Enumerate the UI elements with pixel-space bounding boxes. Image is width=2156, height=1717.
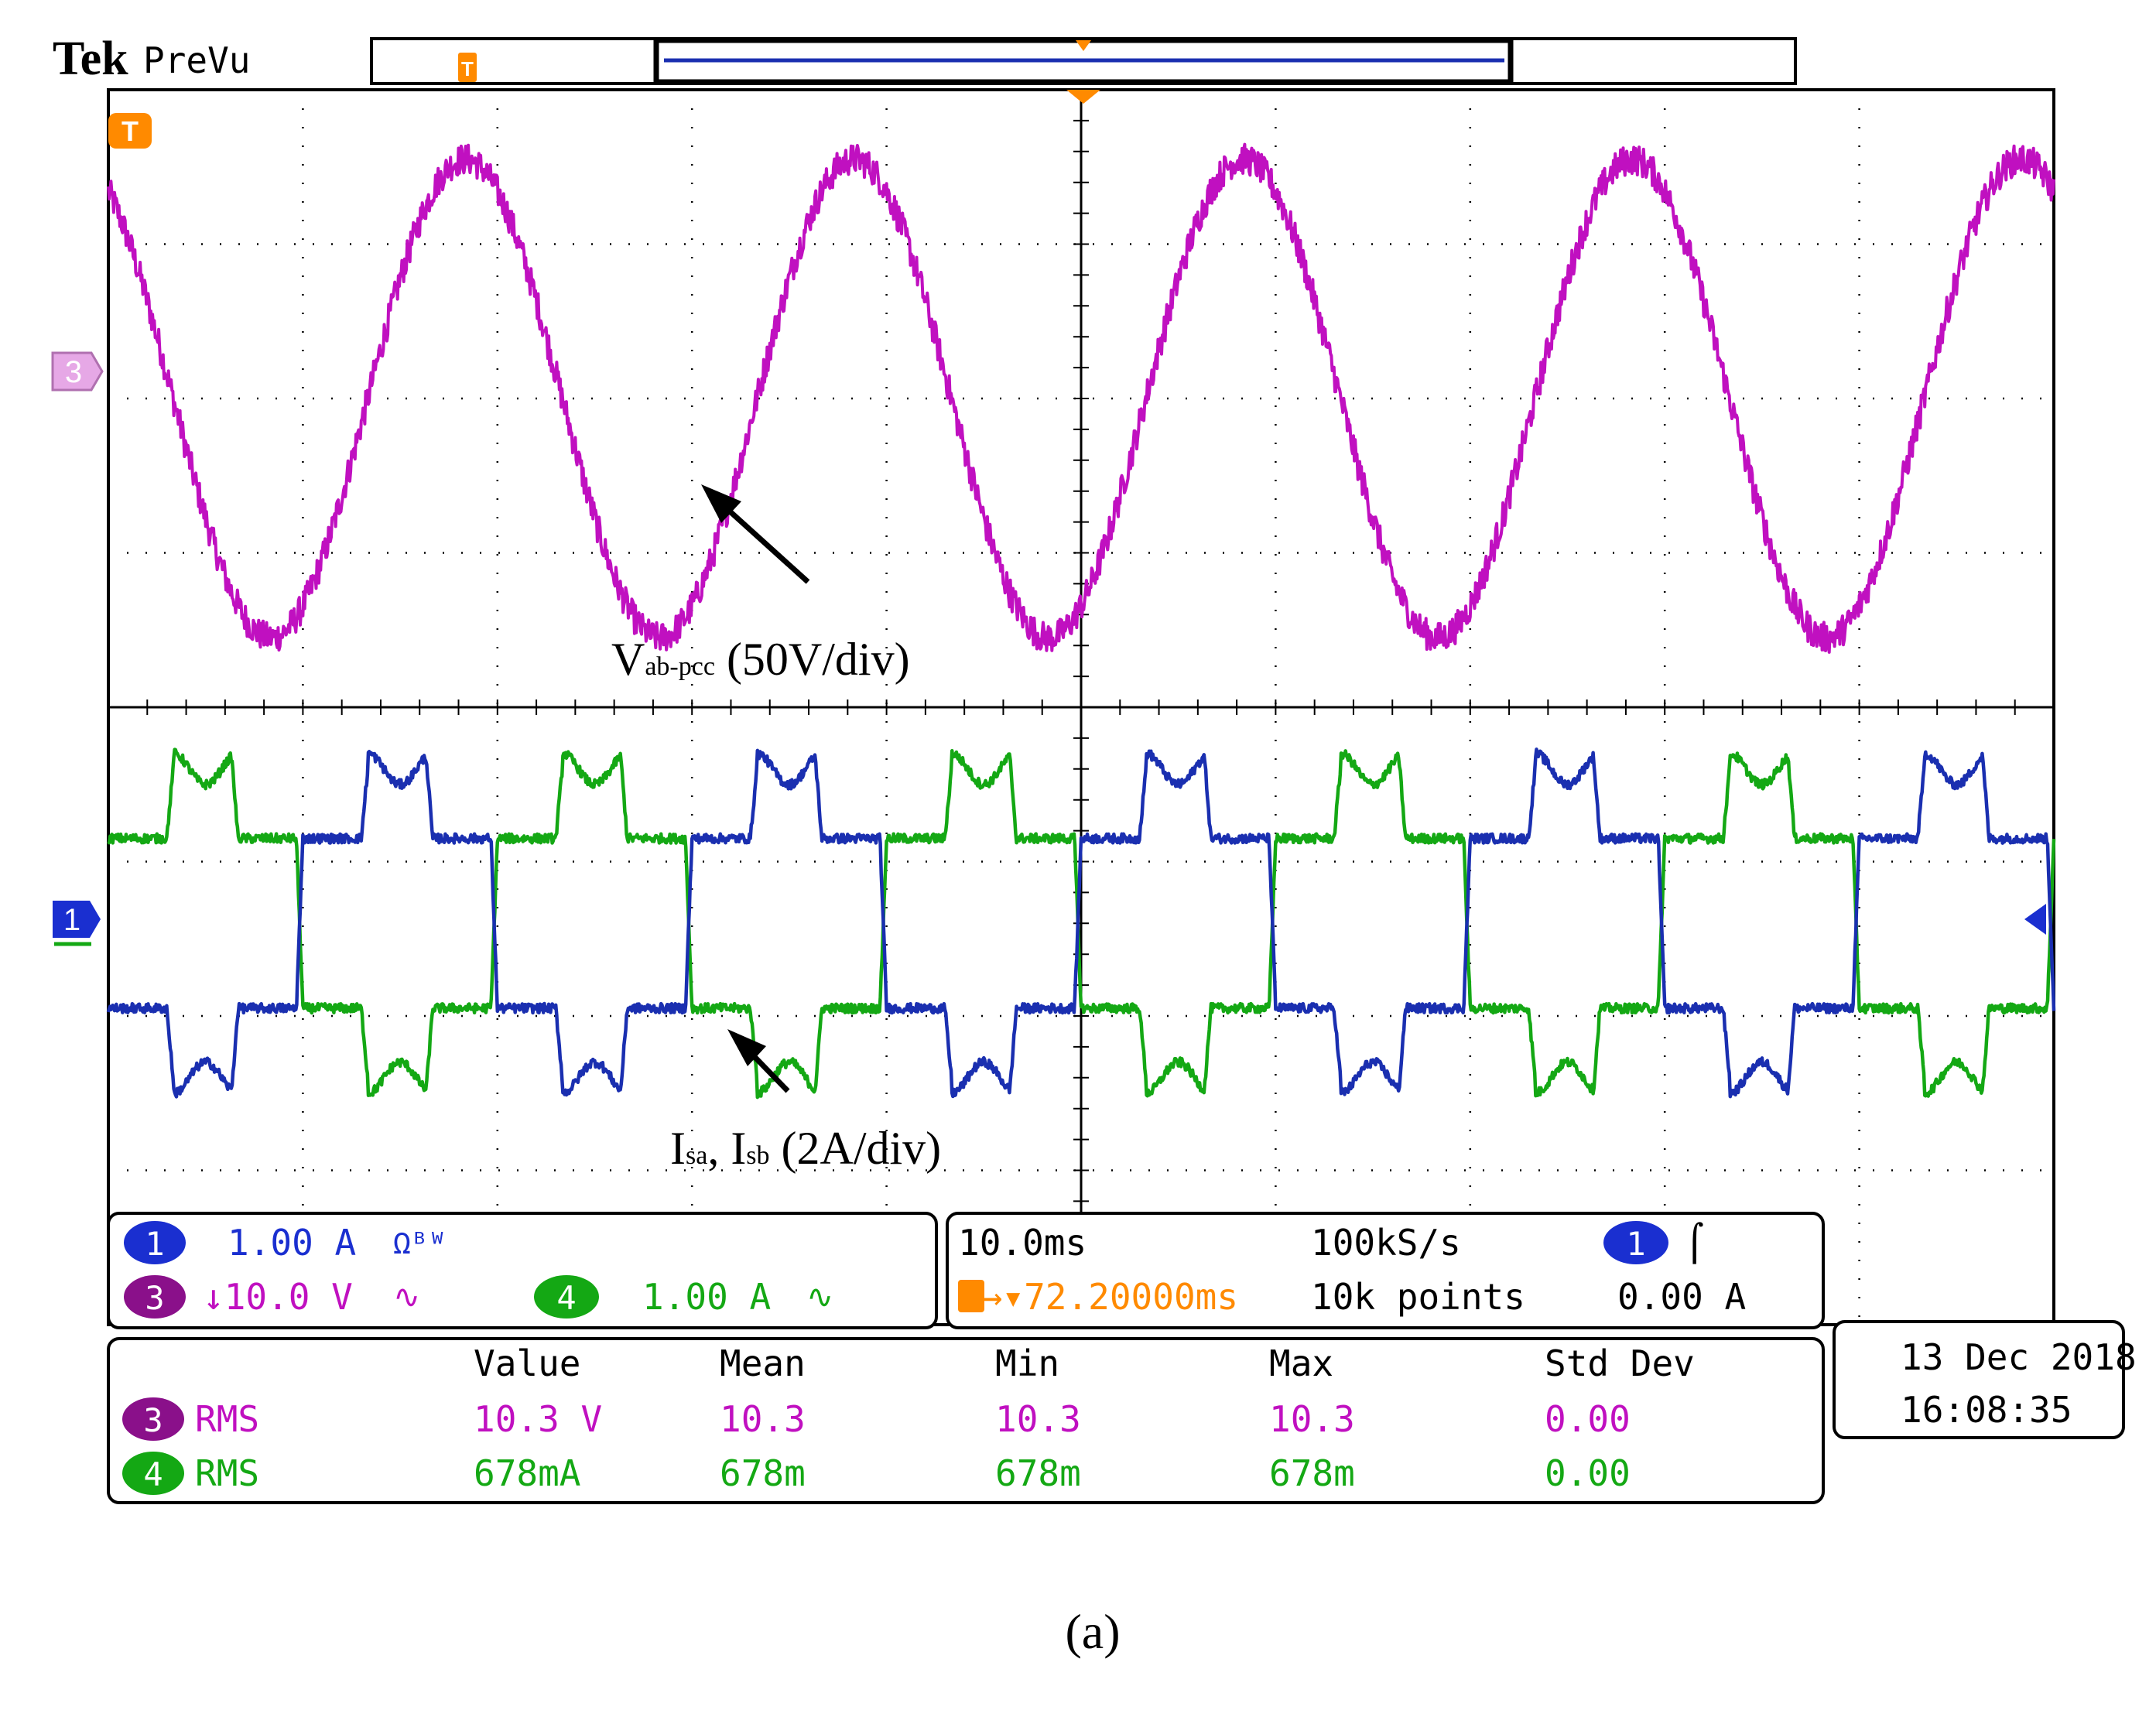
ac-coupling-icon: ∿ <box>393 1277 420 1315</box>
trigger-level: 0.00 A <box>1617 1276 1746 1318</box>
svg-text:4: 4 <box>143 1455 163 1493</box>
ch1-marker-label: 1 <box>63 903 80 937</box>
svg-text:678m: 678m <box>720 1452 806 1494</box>
time-label: 16:08:35 <box>1901 1389 2072 1431</box>
svg-text:↓10.0 V: ↓10.0 V <box>203 1276 353 1318</box>
trigger-position-icon <box>958 1280 984 1312</box>
measurements-panel[interactable]: Value Mean Min Max Std Dev 3 RMS 10.3 V … <box>107 1337 1825 1504</box>
svg-text:10.3: 10.3 <box>995 1398 1081 1440</box>
svg-text:1.00 A: 1.00 A <box>228 1222 356 1264</box>
record-trigger-marker-icon <box>458 53 477 82</box>
ch4-settings[interactable]: 4 1.00 A ∿ <box>534 1275 833 1319</box>
brand-logo: Tek <box>53 32 128 85</box>
trigger-marker-label: T <box>121 115 139 147</box>
trigger-position-icon[interactable] <box>1066 90 1100 104</box>
voltage-annotation: Vab-pcc (50V/div) <box>611 484 910 685</box>
ch1-trigger-level-arrow-icon <box>2024 904 2046 935</box>
svg-text:3: 3 <box>145 1279 164 1317</box>
ch3-settings[interactable]: 3 ↓10.0 V ∿ <box>124 1275 420 1319</box>
rising-edge-icon: ⌠ <box>1684 1222 1706 1264</box>
svg-text:10.3: 10.3 <box>1269 1398 1355 1440</box>
record-overview-bar[interactable]: T <box>370 37 1797 85</box>
trigger-position: T→▾72.20000ms <box>960 1276 1238 1318</box>
date-label: 13 Dec 2018 <box>1901 1336 2137 1378</box>
datetime-box: 13 Dec 2018 16:08:35 <box>1833 1320 2137 1439</box>
svg-text:1: 1 <box>145 1225 164 1263</box>
measurement-header: Value <box>474 1342 580 1384</box>
waveforms <box>106 142 2056 1100</box>
record-length: 10k points <box>1311 1276 1525 1318</box>
trigger-source-badge <box>1603 1221 1668 1264</box>
svg-text:10.3 V: 10.3 V <box>474 1398 602 1440</box>
series-line-vab-pcc <box>107 142 2055 654</box>
measurement-header: Max <box>1269 1342 1333 1384</box>
record-center-marker-icon <box>1076 40 1091 51</box>
mode-label: PreVu <box>143 39 250 81</box>
series-line-isb <box>106 747 2056 1099</box>
svg-text:1.00 A: 1.00 A <box>642 1276 771 1318</box>
time-per-div: 10.0ms <box>958 1222 1087 1264</box>
measurement-row: 3 RMS 10.3 V 10.3 10.3 10.3 0.00 <box>122 1397 1631 1441</box>
ch1-settings[interactable]: 1 1.00 A Ωᴮᵂ <box>124 1221 447 1264</box>
svg-text:Isa, Isb (2A/div): Isa, Isb (2A/div) <box>670 1123 941 1174</box>
current-annotation: Isa, Isb (2A/div) <box>670 1029 941 1174</box>
svg-text:0.00: 0.00 <box>1545 1398 1631 1440</box>
measurement-header: Std Dev <box>1545 1342 1695 1384</box>
trigger-level-marker[interactable]: T <box>108 113 152 149</box>
svg-text:678m: 678m <box>995 1452 1081 1494</box>
record-trigger-marker-label: T <box>461 57 474 80</box>
svg-text:RMS: RMS <box>195 1452 259 1494</box>
svg-text:RMS: RMS <box>195 1398 259 1440</box>
ch4-badge <box>122 1452 184 1495</box>
sample-rate: 100kS/s <box>1311 1222 1461 1264</box>
timebase-panel[interactable]: 10.0ms 100kS/s T→▾72.20000ms 10k points … <box>946 1212 1825 1329</box>
svg-text:0.00: 0.00 <box>1545 1452 1631 1494</box>
ac-coupling-icon: ∿ <box>806 1277 833 1315</box>
svg-text:10.3: 10.3 <box>720 1398 806 1440</box>
measurement-row: 4 RMS 678mA 678m 678m 678m 0.00 <box>122 1452 1631 1495</box>
ch3-marker-label: 3 <box>65 355 82 389</box>
ch1-ground-marker[interactable]: 1 <box>53 901 101 946</box>
ch3-ground-marker[interactable]: 3 <box>51 351 104 392</box>
figure-caption: (a) <box>1065 1604 1120 1659</box>
svg-text:1: 1 <box>1626 1225 1645 1263</box>
svg-text:3: 3 <box>143 1401 163 1439</box>
svg-text:678m: 678m <box>1269 1452 1355 1494</box>
channel-settings-panel: 1 1.00 A Ωᴮᵂ 3 ↓10.0 V ∿ 4 1.00 A ∿ <box>107 1212 938 1329</box>
header: Tek PreVu <box>53 32 250 85</box>
svg-text:4: 4 <box>556 1279 576 1317</box>
measurement-header: Min <box>995 1342 1059 1384</box>
bandwidth-limit-icon: Ωᴮᵂ <box>393 1226 447 1260</box>
svg-text:Vab-pcc (50V/div): Vab-pcc (50V/div) <box>611 634 910 685</box>
ch3-badge <box>122 1397 184 1441</box>
svg-text:678mA: 678mA <box>474 1452 580 1494</box>
series-line-isa <box>107 747 2056 1100</box>
measurement-header: Mean <box>720 1342 806 1384</box>
